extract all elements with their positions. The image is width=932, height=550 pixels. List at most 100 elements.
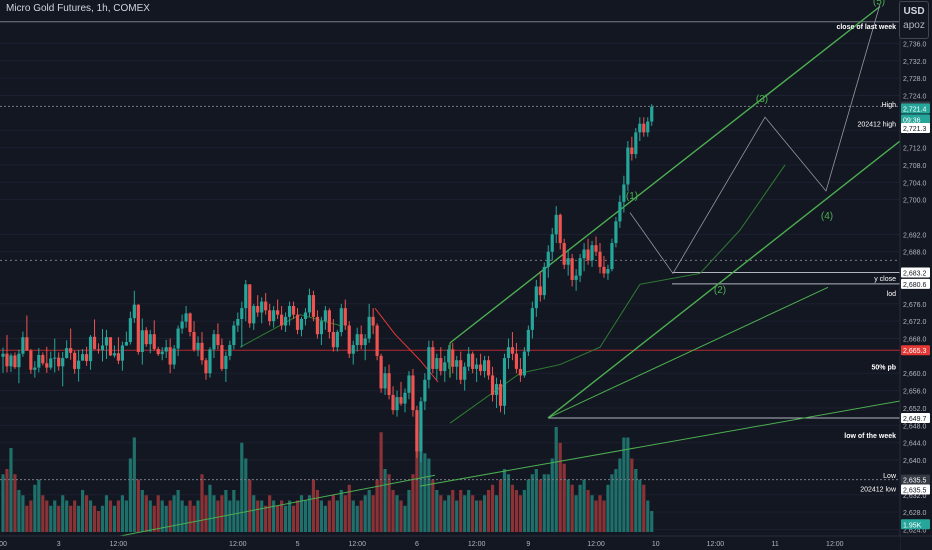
volume-bar bbox=[303, 500, 308, 532]
candle-body bbox=[494, 384, 499, 395]
level-text-low-week: low of the week bbox=[844, 433, 896, 440]
volume-bar bbox=[144, 495, 148, 532]
volume-bar bbox=[610, 474, 614, 532]
volume-bar bbox=[136, 479, 140, 532]
volume-bar bbox=[299, 495, 304, 532]
candle-body bbox=[164, 347, 168, 352]
volume-bar bbox=[188, 500, 192, 532]
currency-button[interactable]: USD apoz bbox=[899, 1, 929, 39]
price-tick-label: 2,712.0 bbox=[903, 146, 926, 153]
candlesticks bbox=[1, 104, 654, 463]
candle-body bbox=[196, 342, 200, 350]
candle-body bbox=[264, 301, 268, 311]
volume-bar bbox=[84, 495, 89, 532]
price-tick-label: 2,624.0 bbox=[903, 527, 926, 534]
time-axis[interactable]: 00 3 12:00 12:00 5 12:00 6 12:00 9 12:00 10 12:00 11… bbox=[0, 535, 932, 550]
candle-body bbox=[403, 392, 407, 404]
candle-body bbox=[156, 348, 160, 355]
volume-bar bbox=[363, 495, 367, 532]
trend-line bbox=[119, 474, 436, 537]
volume-bar bbox=[439, 495, 443, 532]
candle-body bbox=[299, 318, 304, 330]
level-text-low-202412: 202412 low bbox=[860, 486, 897, 493]
volume-bar bbox=[192, 505, 196, 532]
price-box-last bbox=[901, 114, 930, 125]
candle-body bbox=[467, 353, 471, 367]
candle-body bbox=[646, 121, 650, 133]
volume-bar bbox=[550, 458, 554, 532]
price-tick-label: 2,692.0 bbox=[903, 232, 926, 239]
volume-bar bbox=[184, 505, 188, 532]
candle-body bbox=[650, 106, 654, 122]
volume-bar bbox=[355, 505, 359, 532]
volume-bar bbox=[45, 500, 49, 532]
candle-body bbox=[367, 316, 371, 339]
price-tick-label: 2,644.0 bbox=[903, 441, 926, 448]
price-box-lod bbox=[901, 278, 930, 289]
volume-bar bbox=[280, 500, 284, 532]
candle-body bbox=[447, 349, 451, 363]
moving-average-line bbox=[449, 164, 786, 424]
volume-bar bbox=[423, 453, 427, 532]
candle-body bbox=[128, 318, 132, 342]
candle-body bbox=[77, 360, 81, 369]
candle-body bbox=[502, 358, 507, 406]
volume-bar bbox=[88, 500, 93, 532]
volume-bar bbox=[17, 490, 21, 532]
volume-bar bbox=[92, 505, 97, 532]
price-box-text-low-202412: 2,635.5 bbox=[903, 488, 926, 495]
volume-bar bbox=[475, 500, 479, 532]
candle-body bbox=[144, 330, 148, 345]
volume-bar bbox=[128, 458, 132, 532]
candle-body bbox=[431, 347, 435, 369]
candle-body bbox=[236, 318, 240, 326]
candle-body bbox=[586, 249, 590, 261]
volume-bar bbox=[33, 484, 37, 532]
volume-bar bbox=[383, 469, 387, 532]
time-tick-label: 00 bbox=[0, 541, 7, 548]
volume-bar bbox=[455, 500, 459, 532]
candle-body bbox=[570, 258, 574, 280]
volume-bar bbox=[411, 474, 415, 532]
volume-bar bbox=[351, 500, 355, 532]
candle-body bbox=[92, 336, 97, 350]
volume-bar bbox=[471, 495, 475, 532]
candle-body bbox=[53, 357, 57, 359]
volume-bar bbox=[248, 479, 252, 532]
candle-body bbox=[407, 375, 411, 393]
price-box-text-pb50: 2,665.3 bbox=[903, 348, 926, 355]
time-tick-label: 12:00 bbox=[587, 541, 605, 548]
candle-body bbox=[283, 316, 288, 326]
volume-bar bbox=[77, 505, 81, 532]
volume-bar bbox=[25, 505, 29, 532]
candle-body bbox=[482, 360, 487, 372]
volume-bar bbox=[283, 505, 288, 532]
volume-bar bbox=[124, 500, 128, 532]
candle-body bbox=[475, 364, 479, 369]
volume-bar bbox=[638, 479, 642, 532]
price-tick-label: 2,660.0 bbox=[903, 371, 926, 378]
candle-body bbox=[618, 201, 622, 222]
price-axis[interactable]: 2,736.02,732.02,728.02,724.02,716.02,712… bbox=[899, 0, 932, 550]
volume-bar bbox=[116, 500, 121, 532]
trend-line bbox=[547, 140, 901, 419]
price-box-text-high-202412: 2,721.3 bbox=[903, 126, 926, 133]
candle-body bbox=[614, 221, 618, 244]
volume-bar bbox=[506, 474, 511, 532]
time-tick-label: 10 bbox=[652, 541, 660, 548]
candle-body bbox=[315, 316, 320, 335]
volume-bar bbox=[200, 474, 204, 532]
volume-bar bbox=[272, 500, 276, 532]
time-tick-label: 12:00 bbox=[707, 541, 725, 548]
candle-body bbox=[73, 352, 77, 369]
candle-body bbox=[602, 266, 606, 274]
time-tick-label: 11 bbox=[771, 541, 778, 548]
volume-bar bbox=[152, 505, 156, 532]
candle-body bbox=[479, 364, 483, 372]
volume-bar bbox=[164, 505, 168, 532]
price-tick-label: 2,700.0 bbox=[903, 198, 926, 205]
candle-body bbox=[224, 355, 228, 369]
price-box-text-last: 09:36 bbox=[903, 117, 921, 124]
volume-bar bbox=[232, 490, 236, 532]
